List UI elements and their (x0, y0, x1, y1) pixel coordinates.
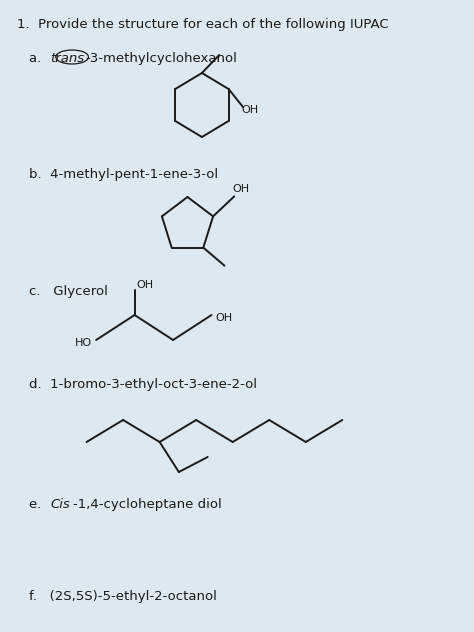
Text: -3-methylcyclohexanol: -3-methylcyclohexanol (86, 52, 237, 65)
Text: OH: OH (232, 185, 249, 195)
Text: a.: a. (29, 52, 50, 65)
Text: e.: e. (29, 498, 54, 511)
Text: OH: OH (215, 313, 233, 323)
Text: d.  1-bromo-3-ethyl-oct-3-ene-2-ol: d. 1-bromo-3-ethyl-oct-3-ene-2-ol (29, 378, 257, 391)
Text: HO: HO (75, 338, 92, 348)
Text: f.   (2S,5S)-5-ethyl-2-octanol: f. (2S,5S)-5-ethyl-2-octanol (29, 590, 217, 603)
Text: trans: trans (50, 52, 84, 65)
Text: OH: OH (137, 280, 154, 290)
Text: OH: OH (241, 105, 258, 115)
Text: b.  4-methyl-pent-1-ene-3-ol: b. 4-methyl-pent-1-ene-3-ol (29, 168, 218, 181)
Text: c.   Glycerol: c. Glycerol (29, 285, 108, 298)
Text: 1.  Provide the structure for each of the following IUPAC: 1. Provide the structure for each of the… (18, 18, 389, 31)
Text: -1,4-cycloheptane diol: -1,4-cycloheptane diol (73, 498, 222, 511)
Text: Cis: Cis (50, 498, 70, 511)
